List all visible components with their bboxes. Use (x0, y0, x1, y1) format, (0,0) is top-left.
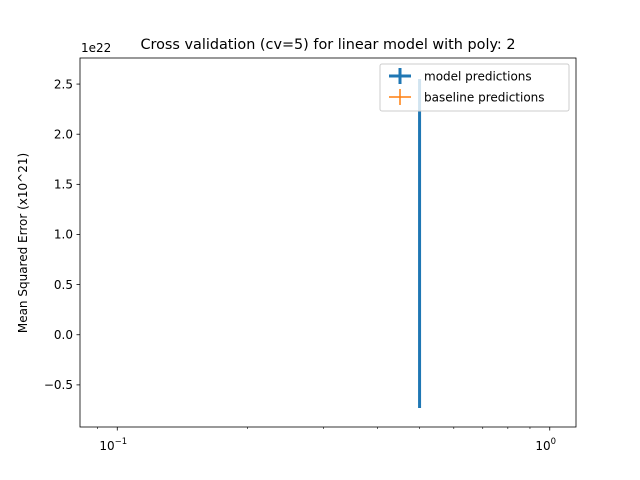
y-tick-label: 2.0 (54, 127, 73, 141)
plot-area (79, 57, 577, 428)
legend: model predictions baseline predictions (379, 63, 570, 112)
y-axis-offset-text: 1e22 (81, 41, 111, 55)
axes-frame (79, 57, 577, 428)
y-tick-label: 1.0 (54, 228, 73, 242)
x-axis-ticks: 10−1 100 (97, 427, 556, 453)
y-tick-label: 1.5 (54, 178, 73, 192)
legend-label: model predictions (424, 70, 532, 84)
y-axis-ticks: −0.5 0.0 0.5 1.0 1.5 2.0 2.5 (44, 77, 80, 392)
y-tick-label: −0.5 (44, 378, 73, 392)
legend-items: model predictions baseline predictions (389, 68, 545, 105)
y-tick-label: 2.5 (54, 77, 73, 91)
y-axis-label: Mean Squared Error (x10^21) (16, 153, 30, 333)
x-tick-label: 100 (535, 437, 556, 453)
x-tick-label: 10−1 (99, 437, 127, 453)
legend-label: baseline predictions (424, 91, 545, 105)
x-tick-label-exponent: −1 (115, 437, 128, 447)
x-tick-label-base: 10 (535, 439, 550, 453)
x-tick-label-base: 10 (99, 439, 114, 453)
y-tick-label: 0.5 (54, 278, 73, 292)
legend-box (379, 63, 570, 112)
chart-title: Cross validation (cv=5) for linear model… (140, 37, 515, 53)
y-tick-label: 0.0 (54, 328, 73, 342)
x-tick-label-exponent: 0 (551, 437, 556, 447)
